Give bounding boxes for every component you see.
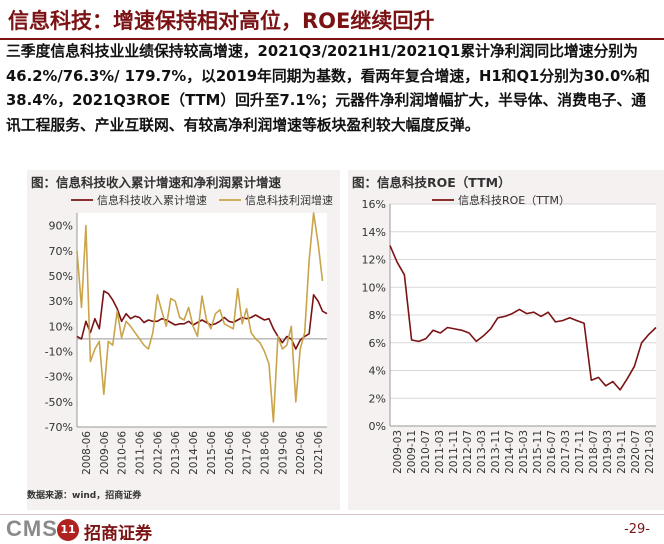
y-tick-label: 4% <box>369 365 386 378</box>
x-tick-label: 2011-06 <box>135 431 147 475</box>
x-tick-label: 2012-06 <box>152 431 164 475</box>
y-tick-label: 6% <box>369 337 386 350</box>
x-tick-label: 2017-03 <box>560 430 572 474</box>
roe-chart-panel: 图：信息科技ROE（TTM） 16% 14% 12% 10% 8% 6% 4% 2% 0% 200… <box>348 170 664 510</box>
x-tick-label: 2009-06 <box>99 431 111 475</box>
y-tick-label: 10% <box>49 320 73 333</box>
x-tick-label: 2020-07 <box>630 430 642 474</box>
data-source: 数据来源：wind，招商证券 <box>27 491 142 501</box>
revenue-profit-growth-chart-panel: 图：信息科技收入累计增速和净利润累计增速 90% 70% 50% 30% 10% -10%… <box>27 170 340 510</box>
x-tick-label: 2019-03 <box>602 430 614 474</box>
x-tick-label: 2015-03 <box>518 430 530 474</box>
x-tick-label: 2010-07 <box>420 430 432 474</box>
x-tick-label: 2009-11 <box>406 430 418 474</box>
x-tick-label: 2013-06 <box>170 431 182 475</box>
footer-divider <box>0 514 664 515</box>
y-tick-label: 2% <box>369 392 386 405</box>
growth-line-chart: 90% 70% 50% 30% 10% -10% -30% -50% -70% 2008-06 20… <box>45 193 333 475</box>
roe-line-chart: 16% 14% 12% 10% 8% 6% 4% 2% 0% 2009-03 2009-11 2010… <box>362 193 657 474</box>
y-tick-label: 16% <box>362 198 386 211</box>
series-line-0-0 <box>76 290 328 350</box>
x-tick-label: 2013-11 <box>490 430 502 474</box>
x-tick-label: 2010-06 <box>117 431 129 475</box>
summary-paragraph: 三季度信息科技业业绩保持较高增速，2021Q3/2021H1/2021Q1累计净… <box>6 43 650 134</box>
title-divider <box>0 38 664 40</box>
page-number: -29- <box>624 522 650 537</box>
x-tick-label: 2014-07 <box>504 430 516 474</box>
company-name-logo: 招商证券 <box>84 524 152 544</box>
legend-label: 信息科技ROE（TTM） <box>458 193 570 207</box>
y-tick-label: 14% <box>362 226 386 239</box>
x-tick-label: 2012-07 <box>462 430 474 474</box>
x-tick-label: 2013-03 <box>476 430 488 474</box>
x-tick-label: 2018-07 <box>588 430 600 474</box>
x-tick-label: 2011-11 <box>448 430 460 474</box>
y-tick-label: 0% <box>369 420 386 433</box>
y-tick-label: 70% <box>49 245 73 258</box>
x-tick-label: 2016-07 <box>546 430 558 474</box>
y-tick-label: -30% <box>45 371 73 384</box>
y-tick-label: 8% <box>369 309 386 322</box>
y-tick-label: 10% <box>362 281 386 294</box>
legend-label: 信息科技收入累计增速 <box>97 193 207 207</box>
chart-title-growth: 图：信息科技收入累计增速和净利润累计增速 <box>31 175 282 190</box>
y-tick-label: 12% <box>362 254 386 267</box>
x-tick-label: 2011-03 <box>434 430 446 474</box>
cms-logo: CMS <box>6 516 58 541</box>
x-tick-label: 2017-11 <box>574 430 586 474</box>
x-tick-label: 2019-11 <box>616 430 628 474</box>
y-tick-label: 90% <box>49 220 73 233</box>
x-tick-label: 2014-06 <box>188 431 200 475</box>
x-tick-label: 2009-03 <box>392 430 404 474</box>
y-tick-label: -70% <box>45 421 73 434</box>
x-tick-label: 2021-03 <box>644 430 656 474</box>
x-tick-label: 2019-06 <box>277 431 289 475</box>
x-tick-label: 2017-06 <box>242 431 254 475</box>
x-tick-label: 2015-11 <box>532 430 544 474</box>
x-tick-label: 2016-06 <box>224 431 236 475</box>
y-tick-label: -50% <box>45 396 73 409</box>
logo-badge-icon: 11 <box>57 519 79 541</box>
x-tick-label: 2021-06 <box>313 431 325 475</box>
legend-label: 信息科技利润增速 <box>245 193 333 207</box>
x-tick-label: 2018-06 <box>260 431 272 475</box>
chart-title-roe: 图：信息科技ROE（TTM） <box>352 175 511 190</box>
x-tick-label: 2015-06 <box>206 431 218 475</box>
y-tick-label: 30% <box>49 295 73 308</box>
y-tick-label: 50% <box>49 270 73 283</box>
series-line-1-0 <box>389 245 657 391</box>
y-tick-label: -10% <box>45 345 73 358</box>
series-line-0-1 <box>76 212 324 423</box>
x-tick-label: 2008-06 <box>81 431 93 475</box>
page-title: 信息科技：增速保持相对高位，ROE继续回升 <box>8 9 435 33</box>
x-tick-label: 2020-06 <box>295 431 307 475</box>
